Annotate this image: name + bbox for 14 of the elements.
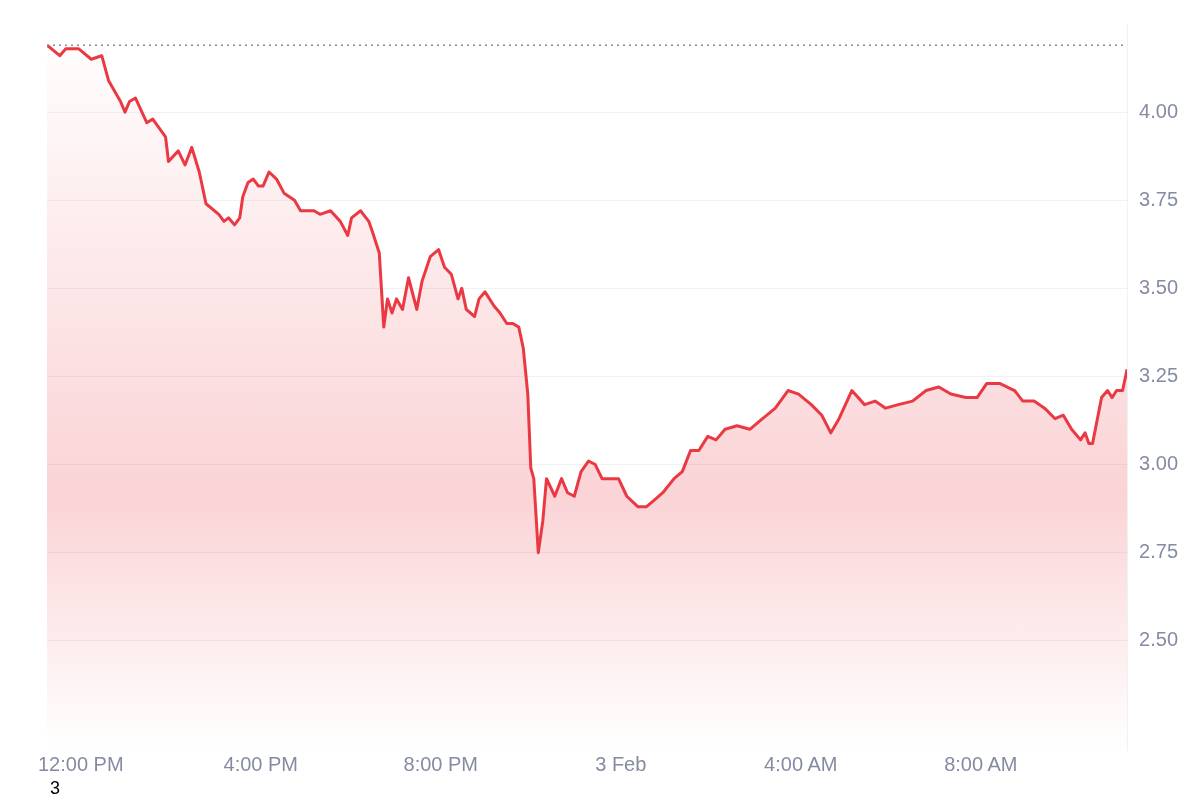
y-tick-label: 3.50 (1139, 275, 1179, 298)
x-tick-label: 3 Feb (595, 752, 647, 775)
y-tick-label: 3.25 (1139, 363, 1179, 386)
y-tick-label: 4.00 (1139, 99, 1179, 122)
x-tick-label: 8:00 PM (403, 752, 479, 775)
x-tick-label: 4:00 AM (764, 752, 838, 775)
y-tick-label: 2.50 (1139, 628, 1179, 651)
x-tick-label: 4:00 PM (223, 752, 299, 775)
text: 3 (50, 778, 61, 798)
x-tick-label: 12:00 PM (37, 752, 124, 775)
y-tick-label: 2.75 (1139, 540, 1179, 563)
y-tick-label: 3.00 (1139, 452, 1179, 475)
y-tick-label: 3.75 (1139, 187, 1179, 210)
x-tick-label: 8:00 AM (944, 752, 1018, 775)
